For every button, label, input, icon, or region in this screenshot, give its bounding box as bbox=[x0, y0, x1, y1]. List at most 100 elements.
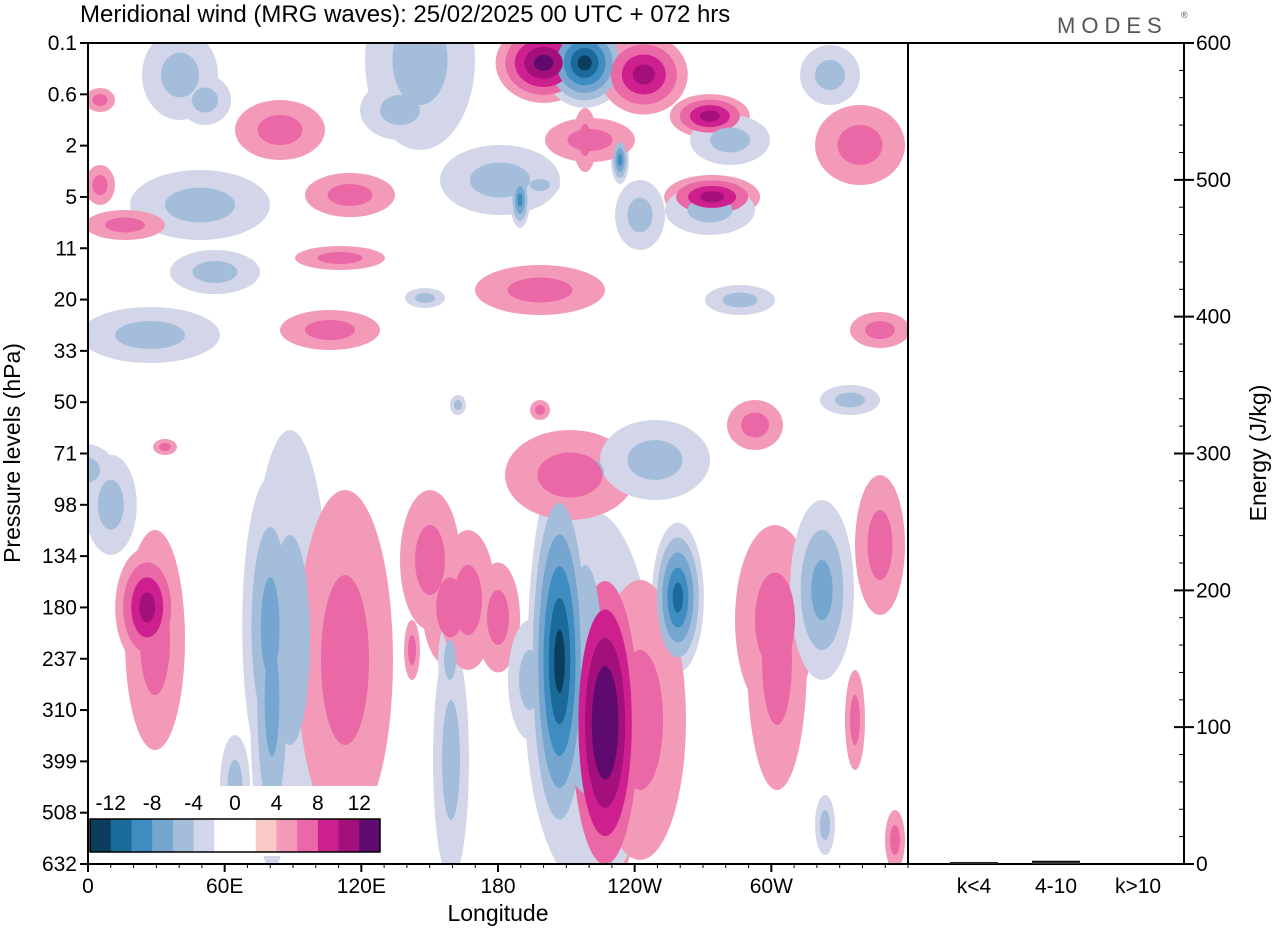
contour-level bbox=[264, 643, 280, 757]
energy-bar bbox=[1032, 861, 1080, 864]
contour-level bbox=[577, 55, 592, 71]
contour-level bbox=[710, 127, 750, 153]
contour-level bbox=[567, 129, 613, 151]
energy-tick-label: 100 bbox=[1196, 716, 1231, 739]
colorbar-swatch bbox=[338, 819, 360, 852]
colorbar-swatch bbox=[131, 819, 153, 852]
colorbar-label: 8 bbox=[312, 792, 324, 815]
energy-tick-label: 400 bbox=[1196, 306, 1231, 329]
y-axis-label: Pressure levels (hPa) bbox=[0, 343, 25, 563]
contour-level bbox=[321, 575, 369, 745]
energy-axes: 0 100 200 300 400 500 600 k<4 4-10 k>10 bbox=[957, 32, 1231, 898]
contour-level bbox=[454, 400, 462, 410]
contour-level bbox=[115, 321, 185, 349]
contour-level bbox=[890, 825, 900, 855]
contour-level bbox=[192, 261, 238, 283]
contour-level bbox=[811, 560, 833, 620]
y-tick-label: 20 bbox=[54, 289, 77, 312]
contour-level bbox=[820, 810, 830, 840]
y-tick-label: 11 bbox=[55, 237, 77, 260]
energy-tick-label: 0 bbox=[1196, 853, 1208, 876]
contour-level bbox=[865, 321, 895, 339]
contour-level bbox=[161, 52, 199, 98]
contour-level bbox=[537, 452, 603, 498]
contour-level bbox=[97, 479, 124, 530]
y-tick-label: 508 bbox=[42, 802, 77, 825]
contour-level bbox=[519, 650, 541, 710]
contour-level bbox=[837, 125, 883, 165]
energy-category-label: k>10 bbox=[1115, 875, 1161, 898]
contour-level bbox=[534, 54, 554, 71]
contour-level bbox=[454, 565, 482, 635]
contour-level bbox=[408, 635, 416, 665]
contour-level bbox=[392, 43, 448, 105]
contour-level bbox=[88, 457, 100, 483]
contour-level bbox=[442, 700, 460, 820]
y-tick-label: 71 bbox=[54, 443, 77, 466]
y-tick-label: 33 bbox=[54, 340, 77, 363]
energy-category-label: k<4 bbox=[957, 875, 992, 898]
x-tick-label: 60W bbox=[750, 875, 793, 898]
contour-level bbox=[672, 582, 684, 613]
contour-level bbox=[415, 293, 435, 303]
contour-level bbox=[530, 179, 550, 191]
brand-logo: MODES bbox=[1057, 13, 1168, 38]
colorbar-label: -12 bbox=[96, 792, 126, 815]
colorbar: -12 -8 -4 0 4 8 12 bbox=[88, 786, 382, 856]
energy-tick-label: 200 bbox=[1196, 579, 1231, 602]
colorbar-swatch bbox=[152, 819, 174, 852]
x-tick-label: 120W bbox=[607, 875, 662, 898]
contour-level bbox=[867, 510, 893, 580]
contour-level bbox=[554, 629, 565, 693]
x-tick-label: 0 bbox=[82, 875, 94, 898]
contour-level bbox=[700, 191, 725, 203]
colorbar-swatch bbox=[255, 819, 277, 852]
colorbar-label: -4 bbox=[184, 792, 203, 815]
colorbar-swatch bbox=[297, 819, 319, 852]
x-tick-label: 120E bbox=[337, 875, 386, 898]
contour-level bbox=[699, 110, 720, 122]
energy-category-label: 4-10 bbox=[1035, 875, 1077, 898]
contour-level bbox=[444, 640, 456, 680]
y-tick-label: 0.6 bbox=[48, 83, 77, 106]
contour-level bbox=[92, 175, 108, 195]
energy-tick-label: 600 bbox=[1196, 32, 1231, 55]
colorbar-swatch bbox=[110, 819, 132, 852]
y-tick-label: 237 bbox=[42, 648, 77, 671]
contour-level bbox=[627, 440, 683, 480]
x-tick-label: 180 bbox=[480, 875, 515, 898]
contour-level bbox=[632, 64, 655, 85]
energy-bar bbox=[950, 862, 998, 864]
contour-level bbox=[139, 592, 156, 623]
y-tick-label: 180 bbox=[42, 596, 77, 619]
colorbar-swatch bbox=[172, 819, 195, 852]
brand-registered-mark: ® bbox=[1181, 10, 1188, 20]
y-tick-label: 134 bbox=[42, 545, 77, 568]
colorbar-swatch bbox=[214, 819, 236, 852]
contour-level bbox=[270, 535, 310, 745]
contour-level bbox=[617, 154, 623, 166]
y-tick-label: 310 bbox=[42, 699, 77, 722]
contour-level bbox=[317, 252, 363, 264]
contour-level bbox=[470, 162, 530, 198]
contour-level bbox=[380, 95, 420, 125]
colorbar-swatch bbox=[359, 819, 381, 852]
energy-panel-frame bbox=[907, 42, 1185, 865]
y-tick-label: 0.1 bbox=[48, 32, 77, 55]
contour-level bbox=[815, 60, 845, 90]
heatmap-axes: 0 60E 120E 180 120W 60W 0.1 0.6 2 5 11 20 33 50 71 98 13… bbox=[42, 32, 909, 898]
contour-level bbox=[159, 443, 171, 451]
y-tick-label: 50 bbox=[54, 391, 77, 414]
colorbar-label: 4 bbox=[271, 792, 283, 815]
contour-level bbox=[535, 405, 545, 415]
contour-level bbox=[105, 217, 145, 233]
y-tick-label: 2 bbox=[65, 135, 77, 158]
contour-level bbox=[257, 115, 303, 145]
colorbar-label: 0 bbox=[229, 792, 241, 815]
contour-level bbox=[487, 590, 509, 645]
y-tick-label: 632 bbox=[42, 853, 77, 876]
contour-level bbox=[92, 94, 108, 106]
contour-level bbox=[850, 695, 860, 745]
contour-level bbox=[305, 320, 355, 340]
